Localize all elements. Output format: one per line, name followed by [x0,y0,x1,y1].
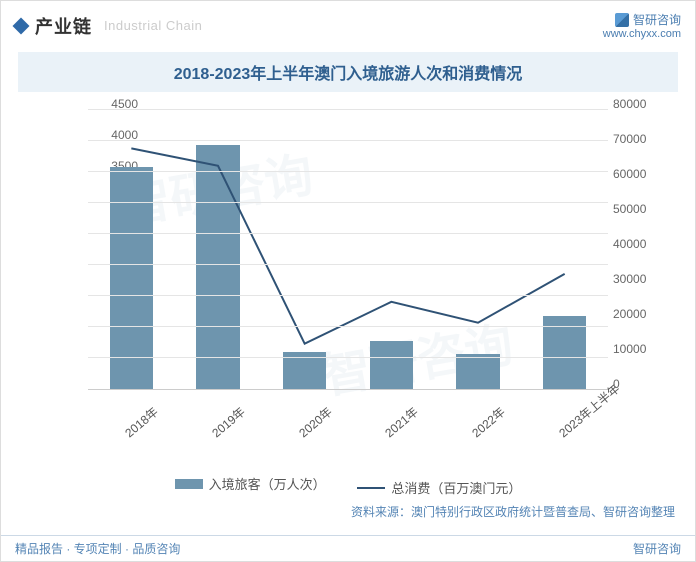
gridline [88,202,608,203]
report-panel: 智研咨询 智研咨询 产业链 Industrial Chain 智研咨询 www.… [0,0,696,562]
legend-bar-label: 入境旅客（万人次） [209,474,326,493]
x-label: 2021年 [381,403,422,441]
legend-bar: 入境旅客（万人次） [175,474,326,493]
brand-logo-icon [615,13,629,27]
section-subtitle: Industrial Chain [104,18,202,33]
footer: 精品报告 · 专项定制 · 品质咨询 智研咨询 [1,535,695,561]
brand-url: www.chyxx.com [603,28,681,40]
footer-left: 精品报告 · 专项定制 · 品质咨询 [15,540,180,557]
gridline [88,140,608,141]
chart-title: 2018-2023年上半年澳门入境旅游人次和消费情况 [18,52,678,92]
gridline [88,171,608,172]
bar-swatch-icon [175,479,203,489]
gridline [88,326,608,327]
legend: 入境旅客（万人次） 总消费（百万澳门元） [1,474,695,497]
x-label: 2022年 [468,403,509,441]
legend-line: 总消费（百万澳门元） [357,478,521,497]
header: 产业链 Industrial Chain 智研咨询 www.chyxx.com [1,1,695,40]
line-swatch-icon [357,487,385,489]
gridline [88,109,608,110]
legend-line-label: 总消费（百万澳门元） [391,478,521,497]
y-axis-right: 8000070000600005000040000300002000010000… [613,110,668,390]
gridline [88,357,608,358]
brand-name: 智研咨询 [633,11,681,28]
line-layer [88,110,608,389]
plot-region [88,110,608,390]
x-axis: 2018年2019年2020年2021年2022年2023年上半年 [88,395,608,470]
footer-right: 智研咨询 [633,540,681,557]
chart-area: 450040003500300025002000150010005000 800… [28,100,668,470]
x-label: 2020年 [295,403,336,441]
source-citation: 资料来源：澳门特别行政区政府统计暨普查局、智研咨询整理 [1,497,695,520]
gridline [88,295,608,296]
x-label: 2018年 [121,403,162,441]
gridline [88,264,608,265]
y-axis-left: 450040003500300025002000150010005000 [28,110,83,390]
x-label: 2019年 [208,403,249,441]
gridline [88,233,608,234]
diamond-icon [13,17,30,34]
line-path [131,148,564,343]
section-label: 产业链 [35,13,92,39]
header-left: 产业链 Industrial Chain [15,13,202,39]
brand: 智研咨询 www.chyxx.com [603,11,681,40]
